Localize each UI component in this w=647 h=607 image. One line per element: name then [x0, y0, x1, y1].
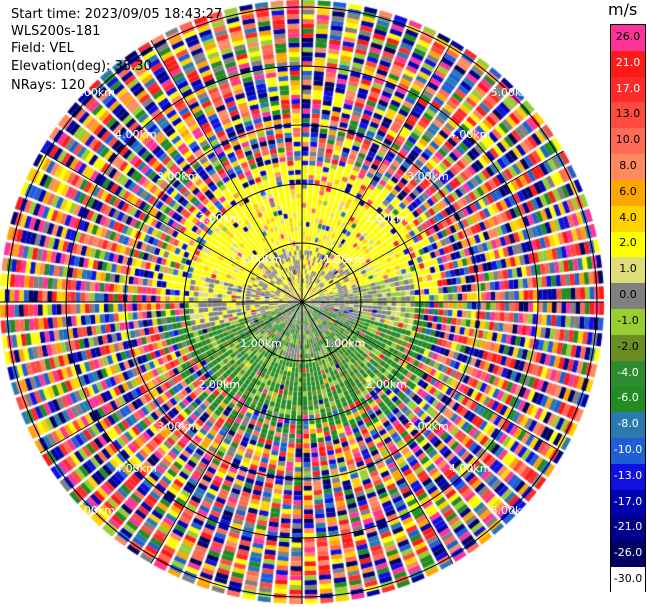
colorbar-tick-label: 0.0	[619, 288, 637, 302]
colorbar-tick-label: 2.0	[619, 236, 637, 250]
colorbar-band	[611, 463, 645, 490]
colorbar	[610, 24, 646, 593]
range-ring-label: 2.00km	[365, 378, 407, 392]
azimuth-spoke	[40, 301, 303, 454]
colorbar-tick-label: -26.0	[613, 546, 643, 560]
colorbar-band	[611, 128, 645, 155]
colorbar-band	[611, 154, 645, 180]
colorbar-band	[611, 205, 645, 232]
field-text: Field: VEL	[11, 41, 74, 57]
azimuth-spoke	[40, 150, 303, 303]
elevation-text: Elevation(deg): 35.30	[11, 58, 152, 74]
scan-metadata: Start time: 2023/09/05 18:43:27 WLS200s-…	[11, 6, 222, 94]
colorbar-band	[611, 283, 645, 309]
colorbar-band	[611, 412, 645, 438]
azimuth-spoke	[150, 301, 303, 564]
azimuth-spoke	[301, 301, 454, 564]
colorbar-tick-label: 26.0	[615, 29, 641, 43]
colorbar-band	[611, 567, 645, 593]
colorbar-tick-label: 8.0	[619, 159, 637, 172]
range-ring-label: 1.00km	[240, 253, 282, 267]
azimuth-spoke	[301, 40, 454, 303]
colorbar-band	[611, 386, 645, 413]
range-ring-label: 3.00km	[407, 169, 449, 183]
range-ring-label: 2.00km	[198, 378, 241, 392]
colorbar-tick-label: -10.0	[613, 443, 643, 456]
colorbar-band	[611, 515, 645, 542]
colorbar-tick-label: -6.0	[617, 391, 639, 405]
colorbar-band	[611, 231, 645, 258]
colorbar-unit: m/s	[608, 0, 638, 19]
range-ring-label: 5.00km	[490, 503, 533, 517]
colorbar-tick-label: -21.0	[613, 520, 643, 534]
ppi-overlay	[0, 0, 604, 604]
range-ring-label: 1.00km	[323, 253, 366, 267]
colorbar-tick-label: -30.0	[613, 572, 643, 586]
colorbar-tick-label: 1.0	[619, 262, 637, 276]
range-ring-label: 4.00km	[448, 128, 491, 142]
range-ring-label: 3.00km	[156, 420, 199, 434]
range-ring-label: 4.00km	[115, 128, 157, 142]
colorbar-band	[611, 438, 645, 464]
nrays-text: NRays: 120	[11, 77, 86, 93]
colorbar-band	[611, 308, 645, 335]
colorbar-tick-label: 4.0	[619, 210, 637, 224]
colorbar-tick-label: -17.0	[613, 494, 643, 508]
range-ring-label: 3.00km	[156, 169, 199, 183]
colorbar-band	[611, 257, 645, 284]
colorbar-band	[611, 102, 645, 129]
colorbar-tick-label: -1.0	[617, 313, 639, 327]
colorbar-tick-label: 6.0	[619, 184, 637, 198]
colorbar-tick-label: -2.0	[617, 339, 639, 353]
azimuth-spoke	[301, 150, 564, 303]
colorbar-tick-label: 13.0	[615, 107, 641, 121]
colorbar-tick-label: -13.0	[613, 468, 643, 482]
colorbar-band	[611, 334, 645, 361]
azimuth-spoke	[301, 301, 564, 454]
azimuth-spoke	[150, 40, 303, 303]
colorbar-band	[611, 25, 645, 51]
range-ring-label: 1.00km	[323, 336, 366, 350]
colorbar-tick-label: -4.0	[617, 365, 639, 379]
range-ring-label: 2.00km	[365, 211, 407, 225]
range-ring-label: 3.00km	[407, 420, 449, 434]
range-ring-label: 1.00km	[240, 336, 282, 350]
colorbar-band	[611, 360, 645, 387]
range-ring-label: 5.00km	[73, 86, 115, 100]
range-ring-label: 2.00km	[198, 211, 241, 225]
colorbar-band	[611, 179, 645, 206]
colorbar-band	[611, 76, 645, 103]
colorbar-tick-label: 10.0	[615, 133, 641, 147]
colorbar-band	[611, 489, 645, 516]
range-ring-label: 4.00km	[448, 461, 491, 475]
instrument-text: WLS200s-181	[11, 24, 101, 40]
colorbar-tick-label: 17.0	[615, 81, 641, 95]
colorbar-band	[611, 50, 645, 77]
colorbar-tick-label: 21.0	[615, 55, 641, 69]
start-time-text: Start time: 2023/09/05 18:43:27	[11, 7, 223, 22]
colorbar-tick-label: -8.0	[617, 417, 639, 431]
colorbar-band	[611, 541, 645, 568]
range-ring-label: 5.00km	[490, 86, 533, 100]
range-ring-label: 5.00km	[73, 503, 115, 517]
range-ring-label: 4.00km	[115, 461, 157, 475]
